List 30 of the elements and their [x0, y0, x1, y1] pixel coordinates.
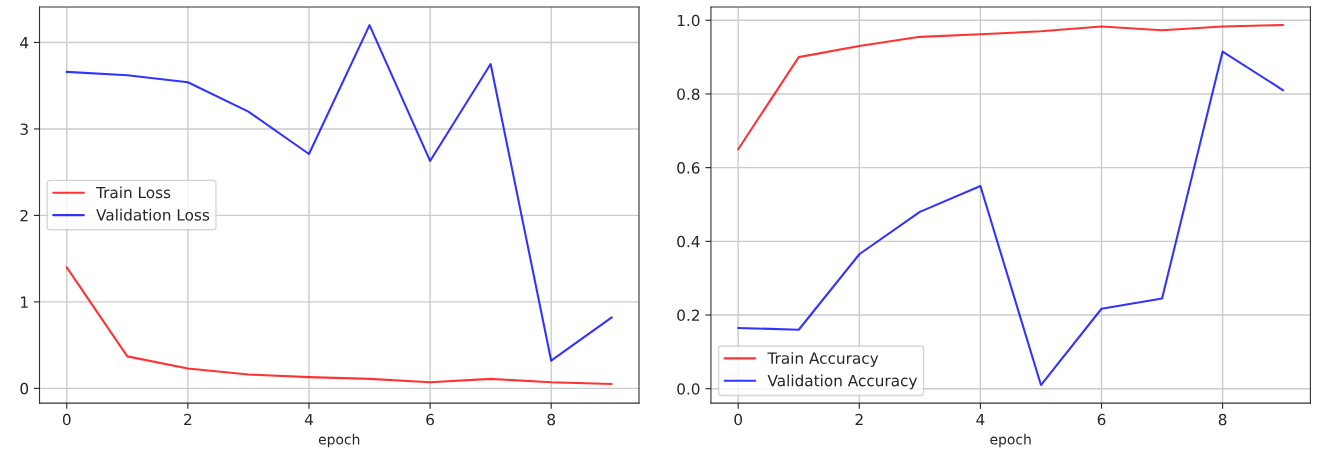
y-tick-label: 0.0	[677, 383, 700, 395]
legend-label: Train Accuracy	[767, 352, 879, 367]
y-tick-label: 3	[20, 123, 28, 135]
y-tick-label: 0.8	[677, 88, 700, 100]
x-axis-title: epoch	[318, 433, 360, 448]
line-series	[65, 24, 613, 362]
y-tick-label: 2	[20, 209, 28, 222]
y-tick-label: 0.4	[677, 235, 700, 248]
x-tick-label: 0	[62, 413, 71, 426]
x-tick-label: 2	[855, 413, 863, 426]
line-series	[65, 266, 613, 386]
x-tick-label: 8	[1218, 413, 1227, 426]
x-tick-label: 4	[304, 413, 313, 426]
y-tick-label: 4	[20, 37, 29, 49]
x-tick-label: 6	[1097, 413, 1106, 426]
x-axis-title: epoch	[990, 433, 1031, 448]
legend-label: Validation Accuracy	[767, 374, 918, 390]
x-tick-label: 4	[976, 413, 985, 426]
x-tick-label: 6	[426, 413, 434, 426]
line-series	[737, 24, 1285, 151]
x-tick-label: 0	[734, 413, 743, 426]
y-tick-label: 1	[21, 296, 28, 308]
y-tick-label: 0.6	[677, 162, 700, 174]
x-tick-label: 8	[547, 413, 556, 426]
x-tick-label: 2	[184, 413, 192, 426]
legend-label: Validation Loss	[96, 208, 210, 221]
y-tick-label: 1.0	[677, 14, 700, 27]
legend-label: Train Loss	[95, 186, 171, 199]
y-tick-label: 0.2	[677, 309, 699, 322]
y-tick-label: 0	[20, 382, 29, 395]
